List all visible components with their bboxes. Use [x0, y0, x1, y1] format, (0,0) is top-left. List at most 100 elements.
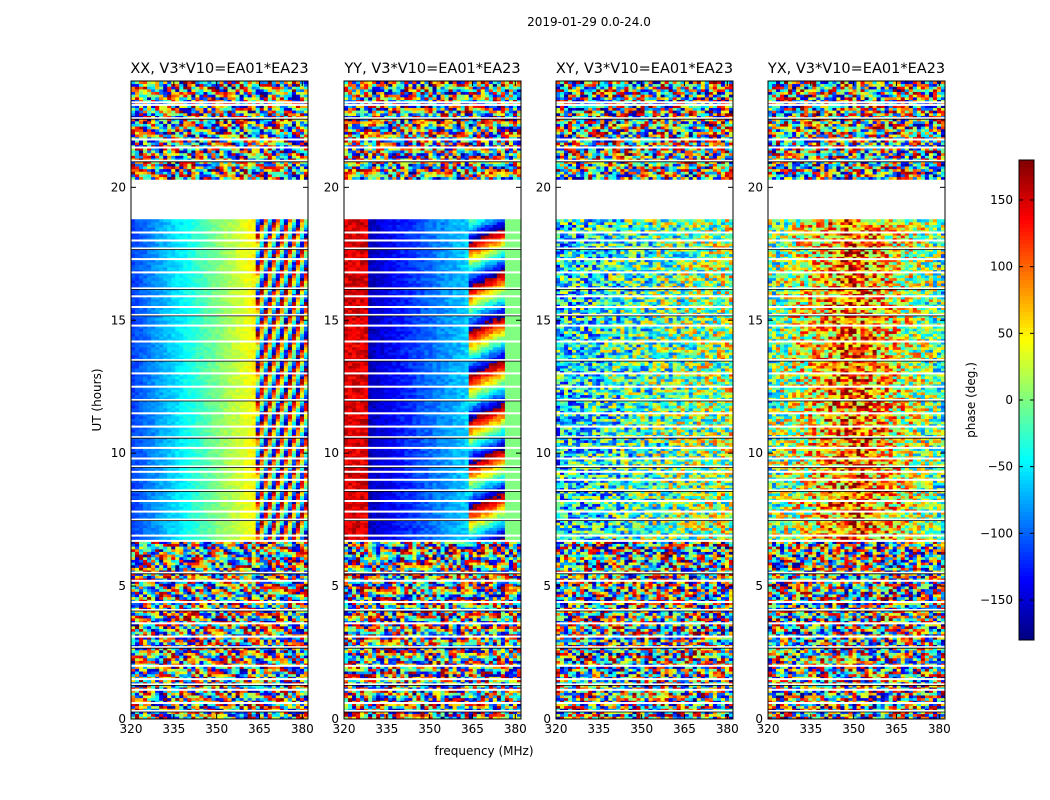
flag-line — [131, 101, 308, 104]
flag-line — [344, 103, 521, 106]
colorbar-segment — [1019, 560, 1034, 565]
y-tick-label: 10 — [536, 446, 551, 460]
flag-line — [344, 601, 521, 603]
flag-line — [768, 470, 945, 473]
flag-line — [131, 359, 308, 362]
flag-line — [768, 500, 945, 502]
colorbar-tick-label: −50 — [988, 460, 1013, 474]
flag-line — [344, 138, 521, 141]
flag-line — [768, 446, 945, 449]
flag-line — [131, 571, 308, 574]
colorbar-segment — [1019, 268, 1034, 273]
flag-line — [768, 571, 945, 574]
colorbar-segment — [1019, 312, 1034, 317]
flag-line — [344, 664, 521, 667]
flag-line — [344, 239, 521, 242]
flag-line — [556, 683, 733, 686]
flag-line — [768, 457, 945, 460]
flag-line — [768, 103, 945, 106]
flag-line — [344, 247, 521, 250]
flag-line — [556, 579, 733, 582]
flag-line — [768, 579, 945, 582]
flag-line — [344, 489, 521, 492]
flag-line — [131, 702, 308, 704]
colorbar-segment — [1019, 536, 1034, 541]
colorbar: 150 100 50 0 −50 −100 −150 phase (deg.) — [964, 159, 1035, 641]
colorbar-tick-label: 100 — [990, 260, 1013, 274]
flag-line — [131, 231, 308, 234]
x-tick-label: 365 — [673, 722, 696, 736]
panel-frame-yx — [767, 80, 946, 720]
flag-line — [768, 138, 945, 141]
colorbar-segment — [1019, 428, 1034, 433]
colorbar-segment — [1019, 240, 1034, 245]
colorbar-segment — [1019, 508, 1034, 513]
flag-line — [768, 436, 945, 439]
flag-line — [344, 313, 521, 316]
colorbar-segment — [1019, 408, 1034, 413]
colorbar-segment — [1019, 184, 1034, 189]
flag-line — [768, 635, 945, 638]
flag-line — [556, 601, 733, 603]
y-tick-label: 15 — [748, 313, 763, 327]
y-tick-label: 0 — [331, 712, 339, 726]
flag-line — [768, 683, 945, 686]
flag-line — [344, 436, 521, 439]
flag-line — [131, 688, 308, 691]
flag-line — [344, 446, 521, 449]
flag-line — [131, 446, 308, 449]
x-tick-label: 320 — [333, 722, 356, 736]
flag-line — [344, 534, 521, 537]
flag-line — [131, 103, 308, 106]
flag-line — [556, 489, 733, 492]
panel-title-yy: YY, V3*V10=EA01*EA23 — [343, 61, 520, 77]
colorbar-segment — [1019, 388, 1034, 393]
flag-line — [768, 412, 945, 415]
colorbar-segment — [1019, 524, 1034, 529]
flag-line — [344, 159, 521, 162]
y-tick-label: 0 — [755, 712, 763, 726]
flag-line — [556, 385, 733, 388]
flag-line — [556, 622, 733, 625]
flag-line — [768, 646, 945, 649]
colorbar-segment — [1019, 556, 1034, 561]
flag-line — [131, 313, 308, 316]
colorbar-segment — [1019, 232, 1034, 237]
colorbar-segment — [1019, 284, 1034, 289]
colorbar-segment — [1019, 320, 1034, 325]
flag-line — [768, 489, 945, 492]
y-tick-label: 5 — [755, 579, 763, 593]
x-tick-label: 365 — [461, 722, 484, 736]
flag-line — [556, 313, 733, 316]
x-tick-label: 335 — [587, 722, 610, 736]
colorbar-segment — [1019, 456, 1034, 461]
colorbar-segment — [1019, 496, 1034, 501]
flag-line — [556, 539, 733, 542]
colorbar-label: phase (deg.) — [964, 362, 978, 438]
flag-line — [768, 601, 945, 603]
colorbar-segment — [1019, 444, 1034, 449]
colorbar-segment — [1019, 292, 1034, 297]
flag-line — [344, 340, 521, 343]
colorbar-segment — [1019, 572, 1034, 577]
flag-line — [768, 359, 945, 362]
colorbar-segment — [1019, 492, 1034, 497]
flag-lines-xy — [556, 101, 733, 713]
colorbar-segment — [1019, 280, 1034, 285]
x-tick-label: 365 — [885, 722, 908, 736]
flag-line — [768, 258, 945, 261]
panel-xx: 320 335 350 365 380 0 5 10 15 20 XX, V3*V10=EA01*E… — [111, 61, 314, 736]
colorbar-segment — [1019, 512, 1034, 517]
y-tick-label: 20 — [536, 180, 551, 194]
colorbar-segment — [1019, 340, 1034, 345]
flag-line — [131, 470, 308, 473]
flag-line — [556, 646, 733, 649]
flag-line — [344, 710, 521, 712]
colorbar-segment — [1019, 364, 1034, 369]
flag-line — [344, 146, 521, 149]
colorbar-segment — [1019, 344, 1034, 349]
flag-line — [131, 710, 308, 712]
flag-line — [131, 678, 308, 681]
flag-line — [556, 457, 733, 460]
